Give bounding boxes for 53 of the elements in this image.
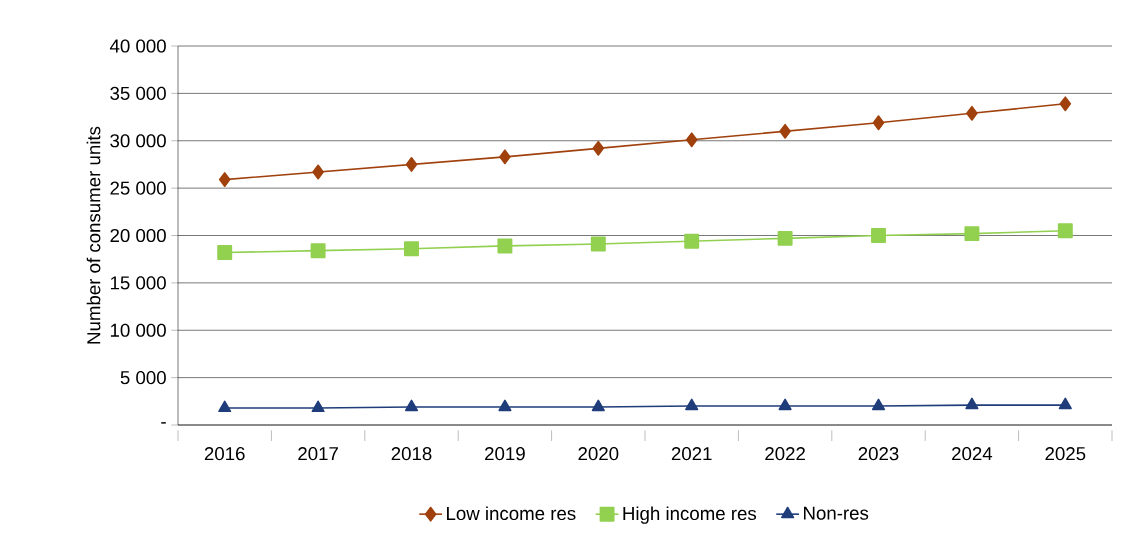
x-tick-label: 2024: [952, 447, 993, 461]
x-tick-label: 2025: [1045, 447, 1086, 461]
point: [964, 226, 980, 242]
point: [872, 115, 885, 131]
x-tick-label: 2021: [671, 447, 712, 461]
point: [218, 400, 232, 413]
point: [405, 156, 418, 172]
y-tick-label: -: [161, 422, 166, 424]
point: [592, 140, 605, 156]
y-tick-label: 35 000: [110, 86, 166, 100]
point: [404, 399, 419, 412]
point: [310, 243, 326, 259]
y-tick-label: 5 000: [120, 371, 166, 385]
point: [685, 132, 698, 148]
y-tick-label: 25 000: [110, 181, 166, 195]
point: [871, 228, 886, 243]
point: [684, 233, 700, 249]
y-tick-label: 30 000: [110, 134, 166, 148]
point: [779, 123, 791, 139]
point: [311, 400, 325, 413]
y-tick-label: 10 000: [110, 323, 166, 337]
point: [591, 399, 605, 412]
x-tick-label: 2018: [391, 447, 432, 461]
x-tick-label: 2023: [858, 447, 899, 461]
x-tick-label: 2020: [578, 447, 619, 461]
legend-label: High income res: [623, 506, 757, 524]
point: [497, 238, 513, 254]
point: [777, 230, 793, 246]
x-tick-label: 2022: [765, 447, 805, 461]
point: [871, 398, 886, 411]
point: [590, 236, 606, 252]
point: [498, 399, 512, 412]
point: [404, 241, 419, 257]
y-axis-title: Number of consumer units: [86, 126, 101, 344]
point: [217, 245, 233, 261]
x-tick-label: 2016: [204, 447, 245, 461]
point: [965, 397, 979, 410]
y-tick-label: 40 000: [109, 39, 166, 53]
legend-label: Low income res: [447, 506, 576, 521]
point: [685, 398, 699, 411]
point: [218, 172, 231, 188]
point: [966, 105, 978, 121]
point: [312, 164, 324, 180]
legend-label: Non-res: [804, 506, 869, 520]
point: [778, 398, 792, 411]
x-tick-label: 2017: [298, 447, 338, 461]
point: [1059, 96, 1072, 112]
y-tick-label: 20 000: [110, 228, 166, 243]
point: [499, 149, 511, 165]
x-tick-label: 2019: [485, 447, 525, 461]
point: [1057, 223, 1073, 239]
point: [1058, 397, 1072, 410]
y-tick-label: 15 000: [110, 276, 166, 290]
